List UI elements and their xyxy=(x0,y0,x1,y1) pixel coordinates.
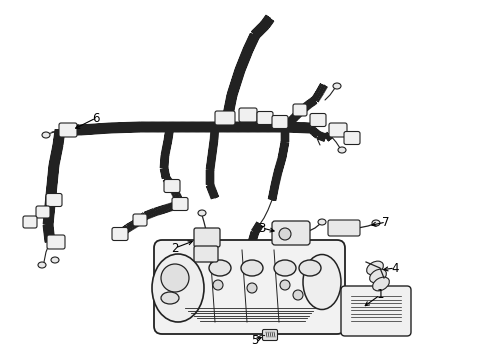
FancyBboxPatch shape xyxy=(257,112,272,125)
Circle shape xyxy=(292,290,303,300)
Ellipse shape xyxy=(303,255,340,310)
Text: 6: 6 xyxy=(92,112,100,125)
Ellipse shape xyxy=(152,254,203,322)
Ellipse shape xyxy=(161,292,179,304)
FancyBboxPatch shape xyxy=(328,123,346,137)
Ellipse shape xyxy=(337,147,346,153)
FancyBboxPatch shape xyxy=(340,286,410,336)
FancyBboxPatch shape xyxy=(215,111,235,125)
Ellipse shape xyxy=(241,260,263,276)
Ellipse shape xyxy=(372,277,388,291)
FancyBboxPatch shape xyxy=(23,216,37,228)
Ellipse shape xyxy=(366,261,383,275)
FancyBboxPatch shape xyxy=(327,220,359,236)
Text: 7: 7 xyxy=(382,216,389,229)
FancyBboxPatch shape xyxy=(36,206,50,218)
FancyBboxPatch shape xyxy=(163,180,180,193)
Ellipse shape xyxy=(208,260,230,276)
Ellipse shape xyxy=(273,260,295,276)
Ellipse shape xyxy=(371,220,379,226)
FancyBboxPatch shape xyxy=(292,104,306,116)
Ellipse shape xyxy=(369,269,386,283)
Circle shape xyxy=(280,280,289,290)
FancyBboxPatch shape xyxy=(271,116,287,129)
FancyBboxPatch shape xyxy=(112,228,128,240)
Text: 1: 1 xyxy=(375,288,383,302)
Ellipse shape xyxy=(198,210,205,216)
Circle shape xyxy=(246,283,257,293)
FancyBboxPatch shape xyxy=(59,123,77,137)
FancyBboxPatch shape xyxy=(194,246,218,262)
Text: 5: 5 xyxy=(251,333,258,346)
Ellipse shape xyxy=(317,219,325,225)
Text: 3: 3 xyxy=(258,221,265,234)
Ellipse shape xyxy=(332,83,340,89)
FancyBboxPatch shape xyxy=(239,108,257,122)
Circle shape xyxy=(161,264,189,292)
FancyBboxPatch shape xyxy=(194,228,220,247)
FancyBboxPatch shape xyxy=(343,131,359,144)
Text: 2: 2 xyxy=(171,242,179,255)
Ellipse shape xyxy=(51,257,59,263)
FancyBboxPatch shape xyxy=(309,113,325,126)
Ellipse shape xyxy=(38,262,46,268)
Circle shape xyxy=(213,280,223,290)
FancyBboxPatch shape xyxy=(172,198,187,211)
FancyBboxPatch shape xyxy=(271,221,309,245)
FancyBboxPatch shape xyxy=(47,235,65,249)
Circle shape xyxy=(279,228,290,240)
Text: 4: 4 xyxy=(390,261,398,274)
FancyBboxPatch shape xyxy=(262,329,277,341)
FancyBboxPatch shape xyxy=(154,240,345,334)
Ellipse shape xyxy=(298,260,320,276)
FancyBboxPatch shape xyxy=(46,194,62,207)
FancyBboxPatch shape xyxy=(133,214,147,226)
Ellipse shape xyxy=(42,132,50,138)
